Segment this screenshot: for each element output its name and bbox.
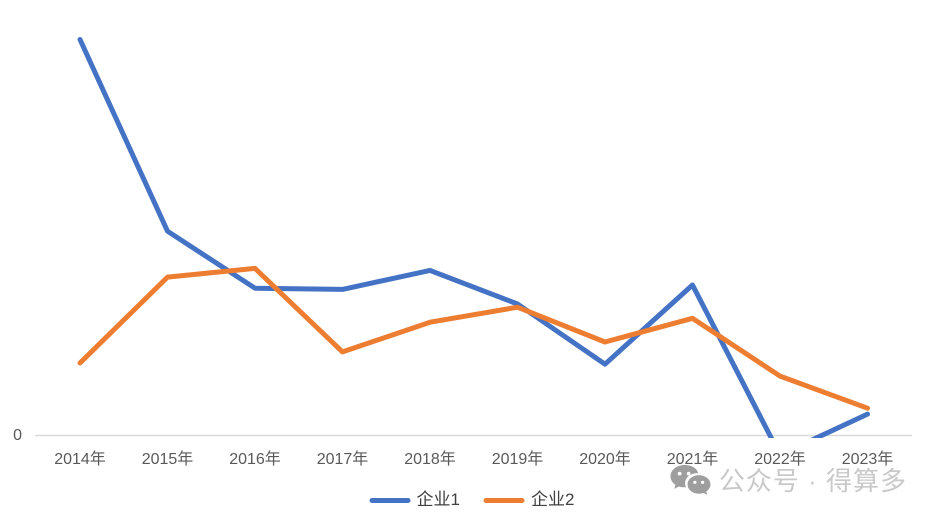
legend-item-series2: 企业2 <box>484 491 574 509</box>
x-axis-label-2019: 2019年 <box>491 451 544 468</box>
wechat-icon <box>670 465 711 495</box>
legend: 企业1 企业2 <box>369 490 574 509</box>
legend-label-series2: 企业2 <box>531 490 575 509</box>
legend-label-series1: 企业1 <box>416 490 460 509</box>
series-line-2 <box>77 265 870 411</box>
watermark-text: 公众号 · 得算多 <box>718 466 907 496</box>
y-axis-tick-zero: 0 <box>13 427 22 444</box>
legend-swatch-series2 <box>484 497 525 503</box>
x-axis-label-2016: 2016年 <box>229 451 281 468</box>
x-axis-label-2018: 2018年 <box>404 451 456 468</box>
x-axis-label-2023: 2023年 <box>841 451 894 468</box>
x-axis-label-2022: 2022年 <box>754 451 806 468</box>
x-axis-label-2015: 2015年 <box>141 451 194 468</box>
series-line-1 <box>77 37 870 438</box>
legend-swatch-series1 <box>369 497 411 503</box>
watermark: 公众号 · 得算多 <box>669 461 907 498</box>
legend-item-series1: 企业1 <box>369 490 460 509</box>
x-axis-label-2017: 2017年 <box>316 451 369 468</box>
x-axis-label-2014: 2014年 <box>54 451 106 468</box>
x-axis-label-2021: 2021年 <box>666 451 719 468</box>
x-axis-label-2020: 2020年 <box>579 451 631 468</box>
